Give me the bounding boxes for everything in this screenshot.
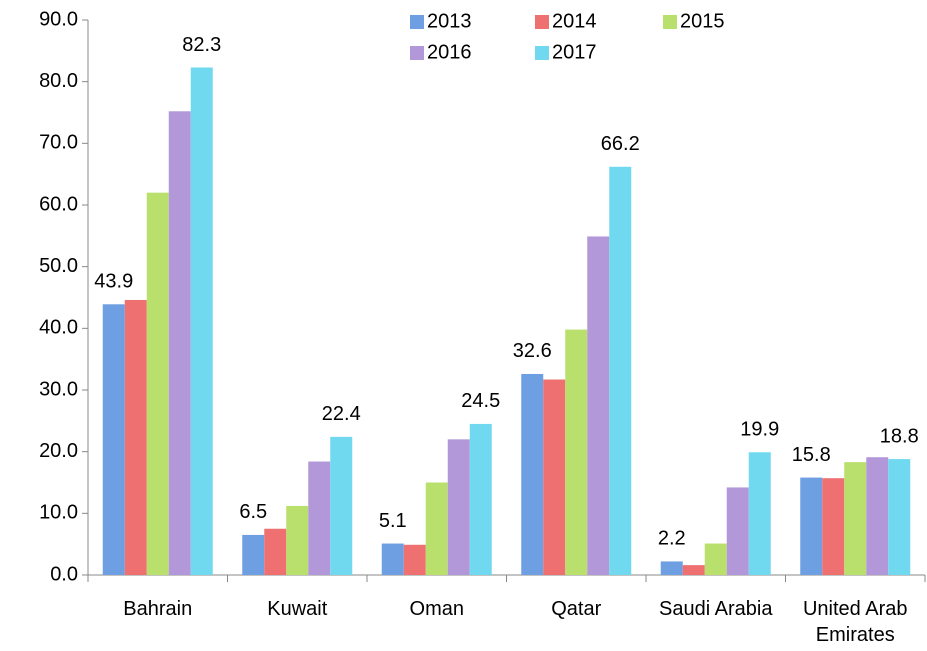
legend-label: 2014 <box>552 10 597 32</box>
bar <box>660 561 683 575</box>
bar <box>844 462 867 575</box>
y-tick-label: 80.0 <box>39 70 78 92</box>
data-label: 66.2 <box>601 133 640 155</box>
bar <box>102 304 125 575</box>
x-tick-label: Bahrain <box>123 598 193 620</box>
data-label: 22.4 <box>322 403 361 425</box>
y-tick-label: 90.0 <box>39 8 78 30</box>
y-tick-label: 20.0 <box>39 440 78 462</box>
data-label: 19.9 <box>740 419 779 441</box>
bar <box>447 439 470 575</box>
bar <box>190 67 213 575</box>
legend-swatch <box>535 46 549 60</box>
bar <box>888 459 911 575</box>
y-tick-label: 10.0 <box>39 502 78 524</box>
data-label: 43.9 <box>94 271 133 293</box>
bar <box>866 457 889 575</box>
bar <box>748 452 771 575</box>
bar <box>242 534 265 575</box>
legend-label: 2017 <box>552 41 597 63</box>
legend-swatch <box>410 46 424 60</box>
bar <box>822 478 845 575</box>
data-label: 18.8 <box>880 425 919 447</box>
data-label: 24.5 <box>461 390 500 412</box>
bar <box>425 482 448 575</box>
bar <box>726 487 749 575</box>
y-tick-label: 40.0 <box>39 317 78 339</box>
x-tick-label: Kuwait <box>267 598 328 620</box>
bar <box>587 236 610 575</box>
legend-label: 2013 <box>427 10 472 32</box>
bar <box>403 544 426 575</box>
bar <box>682 565 705 575</box>
x-tick-label: United Arab Emirates <box>802 598 908 646</box>
bar <box>124 299 147 575</box>
y-tick-label: 50.0 <box>39 255 78 277</box>
bar <box>264 528 287 575</box>
legend-swatch <box>663 15 677 29</box>
bar <box>146 192 169 575</box>
x-tick-label: Qatar <box>551 598 602 620</box>
x-tick-label: Saudi Arabia <box>659 598 773 620</box>
x-tick-label: Oman <box>409 598 464 620</box>
bar <box>469 423 492 575</box>
data-label: 5.1 <box>379 510 407 532</box>
bar <box>565 329 588 575</box>
bar <box>330 436 353 575</box>
bar <box>609 166 632 575</box>
data-label: 32.6 <box>513 340 552 362</box>
legend-label: 2016 <box>427 41 472 63</box>
y-tick-label: 70.0 <box>39 132 78 154</box>
bar <box>308 461 331 575</box>
data-label: 6.5 <box>239 501 267 523</box>
y-tick-label: 30.0 <box>39 378 78 400</box>
bar <box>800 477 823 575</box>
bar <box>543 379 566 575</box>
data-label: 15.8 <box>792 444 831 466</box>
bar <box>168 111 191 576</box>
bar <box>286 505 309 575</box>
bar <box>381 543 404 575</box>
legend-label: 2015 <box>680 10 725 32</box>
legend-swatch <box>535 15 549 29</box>
y-tick-label: 0.0 <box>50 563 78 585</box>
y-tick-label: 60.0 <box>39 193 78 215</box>
bar <box>521 373 544 575</box>
legend-swatch <box>410 15 424 29</box>
bar <box>704 543 727 575</box>
data-label: 82.3 <box>182 34 221 56</box>
data-label: 2.2 <box>658 528 686 550</box>
